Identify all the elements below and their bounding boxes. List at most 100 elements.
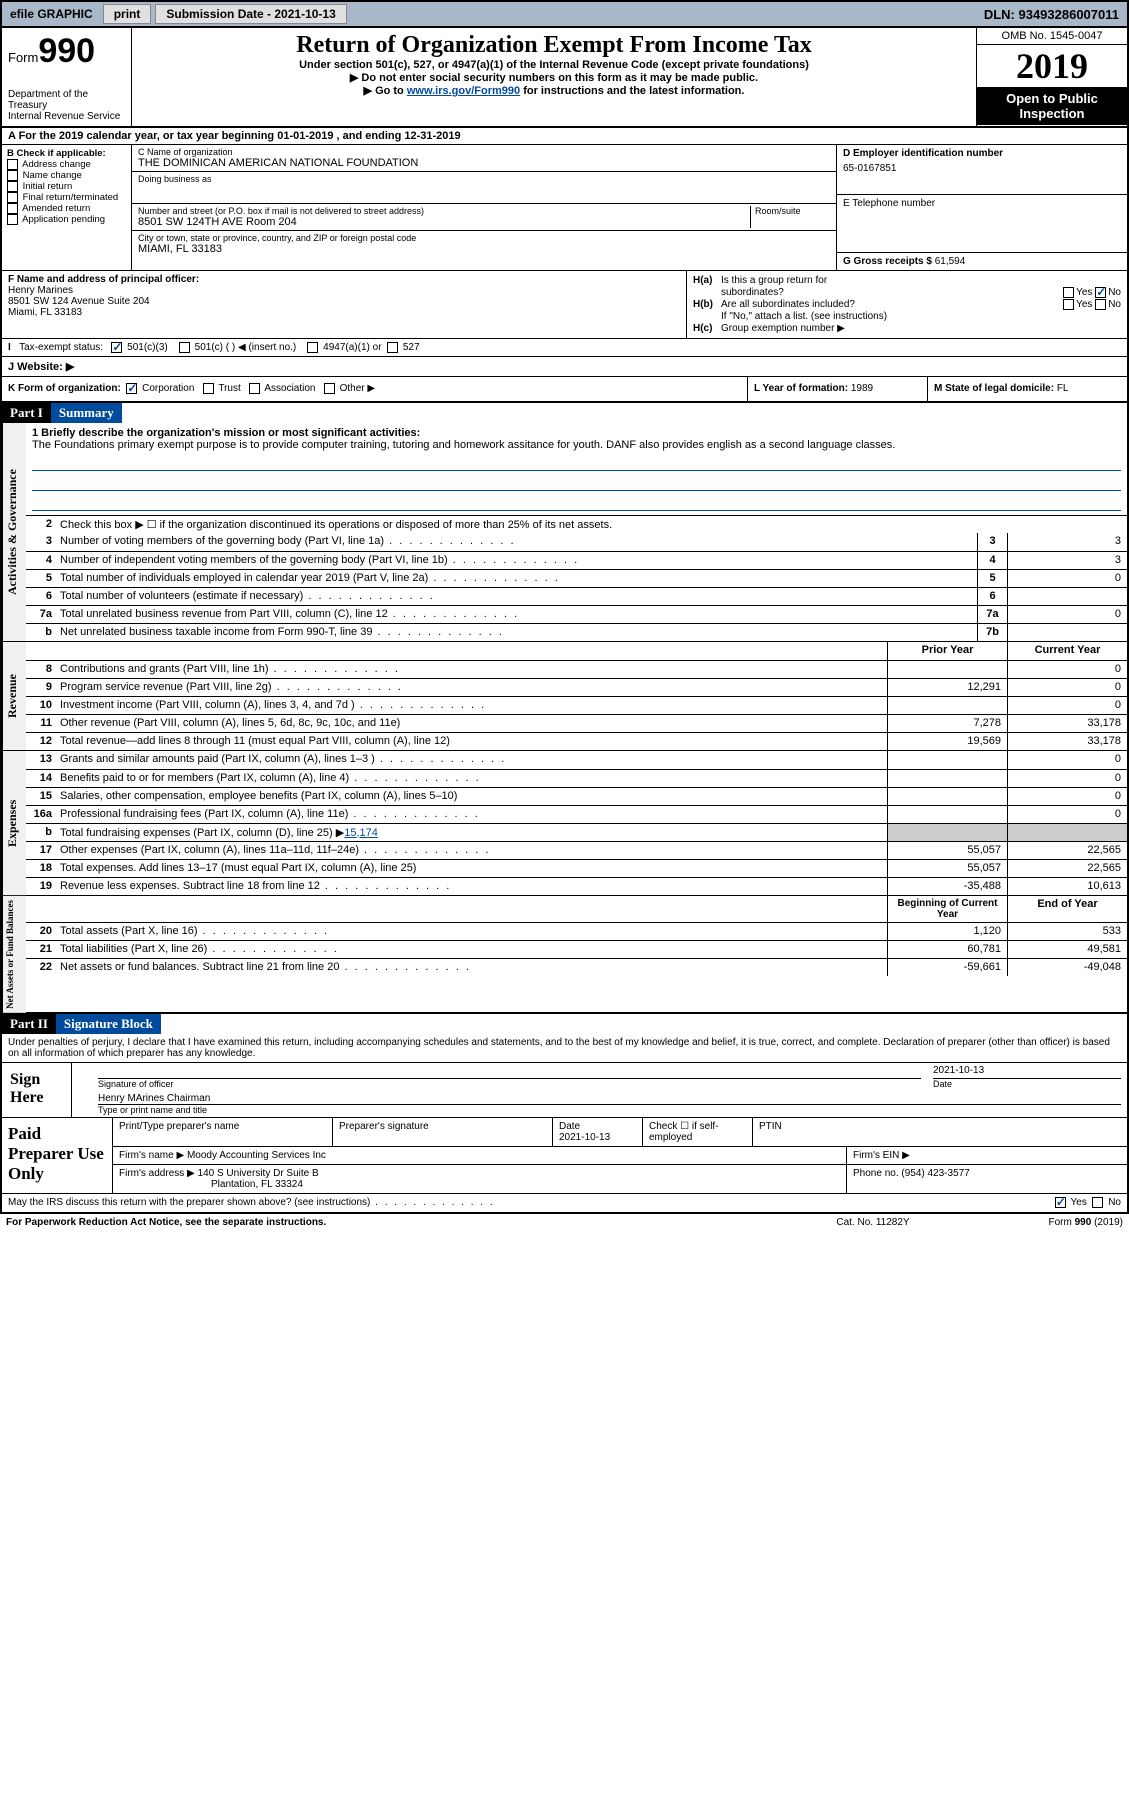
prior-year-hdr: Prior Year xyxy=(887,642,1007,660)
line-8: Contributions and grants (Part VIII, lin… xyxy=(56,661,887,678)
sig-name: Henry MArines Chairman xyxy=(98,1093,1121,1105)
line-12: Total revenue—add lines 8 through 11 (mu… xyxy=(56,733,887,750)
cb-501c3[interactable] xyxy=(111,342,122,353)
cb-amend[interactable]: Amended return xyxy=(7,203,126,214)
declaration-text: Under penalties of perjury, I declare th… xyxy=(2,1034,1127,1062)
cb-final[interactable]: Final return/terminated xyxy=(7,192,126,203)
mission-q: 1 Briefly describe the organization's mi… xyxy=(32,427,420,439)
p20: 1,120 xyxy=(887,923,1007,940)
part2-title: Signature Block xyxy=(56,1014,161,1034)
street-field: Number and street (or P.O. box if mail i… xyxy=(132,204,836,231)
b-label: B Check if applicable: xyxy=(7,148,126,159)
prep-name-hdr: Print/Type preparer's name xyxy=(113,1118,333,1146)
line-2: Check this box ▶ ☐ if the organization d… xyxy=(56,516,1127,533)
line-19: Revenue less expenses. Subtract line 18 … xyxy=(56,878,887,895)
fundraising-link[interactable]: 15,174 xyxy=(344,827,378,839)
discuss-no[interactable] xyxy=(1092,1197,1103,1208)
gross-value: 61,594 xyxy=(935,256,966,267)
c11: 33,178 xyxy=(1007,715,1127,732)
street-label: Number and street (or P.O. box if mail i… xyxy=(138,206,750,216)
p18: 55,057 xyxy=(887,860,1007,877)
part1-title: Summary xyxy=(51,403,122,423)
p12: 19,569 xyxy=(887,733,1007,750)
ha-yes[interactable] xyxy=(1063,287,1074,298)
org-name-value: THE DOMINICAN AMERICAN NATIONAL FOUNDATI… xyxy=(138,157,830,169)
cb-527[interactable] xyxy=(387,342,398,353)
cb-init[interactable]: Initial return xyxy=(7,181,126,192)
sub3-post: for instructions and the latest informat… xyxy=(520,85,744,97)
section-b-c-d: B Check if applicable: Address change Na… xyxy=(2,145,1127,270)
mission-text: The Foundations primary exempt purpose i… xyxy=(32,439,895,451)
val-4: 3 xyxy=(1007,552,1127,569)
cb-addr[interactable]: Address change xyxy=(7,159,126,170)
cb-corp[interactable] xyxy=(126,383,137,394)
ein-label: D Employer identification number xyxy=(843,148,1121,159)
form990-link[interactable]: www.irs.gov/Form990 xyxy=(407,85,520,97)
discuss-yes[interactable] xyxy=(1055,1197,1066,1208)
line-3: Number of voting members of the governin… xyxy=(56,533,977,551)
column-b: B Check if applicable: Address change Na… xyxy=(2,145,132,270)
cb-501c[interactable] xyxy=(179,342,190,353)
curr-year-hdr: Current Year xyxy=(1007,642,1127,660)
ha-no[interactable] xyxy=(1095,287,1106,298)
end-hdr: End of Year xyxy=(1007,896,1127,922)
ein-field: D Employer identification number 65-0167… xyxy=(837,145,1127,195)
cb-other[interactable] xyxy=(324,383,335,394)
header-right: OMB No. 1545-0047 2019 Open to Public In… xyxy=(977,28,1127,126)
cb-assoc[interactable] xyxy=(249,383,260,394)
hb-yes[interactable] xyxy=(1063,299,1074,310)
p8 xyxy=(887,661,1007,678)
p13 xyxy=(887,751,1007,769)
p17: 55,057 xyxy=(887,842,1007,859)
footer-discuss: May the IRS discuss this return with the… xyxy=(2,1193,1127,1211)
preparer-label: Paid Preparer Use Only xyxy=(2,1118,112,1193)
print-button[interactable]: print xyxy=(103,4,152,24)
submission-date-button[interactable]: Submission Date - 2021-10-13 xyxy=(155,4,346,24)
part2-header: Part II Signature Block xyxy=(2,1012,1127,1034)
tax-period: A For the 2019 calendar year, or tax yea… xyxy=(2,128,1127,145)
gross-label: G Gross receipts $ xyxy=(843,256,935,267)
part2-num: Part II xyxy=(2,1014,56,1034)
cb-name[interactable]: Name change xyxy=(7,170,126,181)
discuss-q: May the IRS discuss this return with the… xyxy=(8,1197,1055,1208)
footer-bottom: For Paperwork Reduction Act Notice, see … xyxy=(0,1214,1129,1231)
tax-year: 2019 xyxy=(977,45,1127,87)
hc-label: Group exemption number ▶ xyxy=(721,323,1121,334)
c22: -49,048 xyxy=(1007,959,1127,976)
tel-label: E Telephone number xyxy=(843,198,1121,209)
c10: 0 xyxy=(1007,697,1127,714)
column-f: F Name and address of principal officer:… xyxy=(2,271,687,338)
line-13: Grants and similar amounts paid (Part IX… xyxy=(56,751,887,769)
sig-date-label: Date xyxy=(933,1079,1121,1089)
val-3: 3 xyxy=(1007,533,1127,551)
header-left: Form990 Department of the Treasury Inter… xyxy=(2,28,132,126)
k-row: K Form of organization: Corporation Trus… xyxy=(2,376,1127,400)
side-label-ag: Activities & Governance xyxy=(2,423,26,641)
side-label-net: Net Assets or Fund Balances xyxy=(2,896,26,1013)
l-label: L Year of formation: xyxy=(754,383,851,394)
line-6: Total number of volunteers (estimate if … xyxy=(56,588,977,605)
line-4: Number of independent voting members of … xyxy=(56,552,977,569)
p22: -59,661 xyxy=(887,959,1007,976)
cb-4947[interactable] xyxy=(307,342,318,353)
line-16a: Professional fundraising fees (Part IX, … xyxy=(56,806,887,823)
period-end: 12-31-2019 xyxy=(404,130,460,142)
cb-trust[interactable] xyxy=(203,383,214,394)
line-7a: Total unrelated business revenue from Pa… xyxy=(56,606,977,623)
f-label: F Name and address of principal officer: xyxy=(8,274,680,285)
cb-app[interactable]: Application pending xyxy=(7,214,126,225)
c20: 533 xyxy=(1007,923,1127,940)
org-name-label: C Name of organization xyxy=(138,147,830,157)
line-9: Program service revenue (Part VIII, line… xyxy=(56,679,887,696)
sig-officer-label: Signature of officer xyxy=(98,1079,921,1089)
j-label: J Website: ▶ xyxy=(8,361,74,373)
m-value: FL xyxy=(1057,383,1069,394)
sig-name-label: Type or print name and title xyxy=(98,1105,1121,1115)
hb-no[interactable] xyxy=(1095,299,1106,310)
signature-block: Sign Here Signature of officer 2021-10-1… xyxy=(2,1062,1127,1117)
line-7b: Net unrelated business taxable income fr… xyxy=(56,624,977,641)
irs-label: Internal Revenue Service xyxy=(8,111,125,122)
c8: 0 xyxy=(1007,661,1127,678)
c18: 22,565 xyxy=(1007,860,1127,877)
website-row: J Website: ▶ xyxy=(2,356,1127,376)
